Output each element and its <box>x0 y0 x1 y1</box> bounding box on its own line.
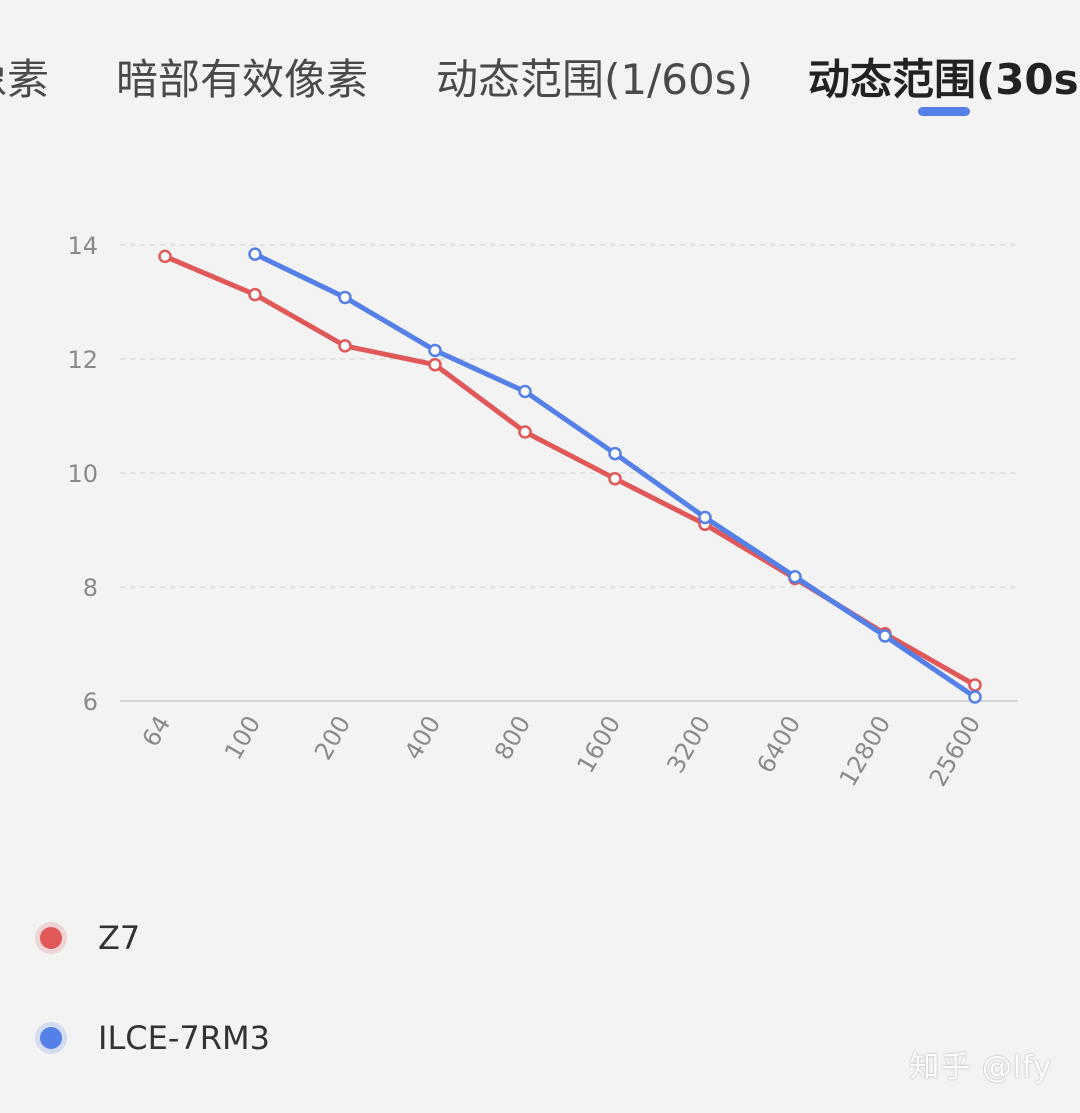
x-tick-label: 25600 <box>924 711 986 791</box>
tab-dynamic-range-30s[interactable]: 动态范围(30s) <box>808 55 1080 104</box>
x-tick-label: 800 <box>489 711 536 765</box>
x-tick-label: 3200 <box>661 711 716 778</box>
x-tick-label: 6400 <box>751 711 806 778</box>
y-tick-label: 12 <box>67 346 98 374</box>
y-tick-label: 8 <box>83 574 98 602</box>
x-tick-label: 12800 <box>834 711 896 791</box>
legend-label-ilce-7rm3: ILCE-7RM3 <box>98 1019 270 1057</box>
data-point-z7 <box>608 471 622 486</box>
data-point-ilce-7rm3 <box>608 446 622 461</box>
legend-item-z7[interactable]: Z7 <box>40 918 140 958</box>
tab-dynamic-range-1-60s[interactable]: 动态范围(1/60s) <box>436 55 753 104</box>
legend-dot-z7 <box>40 927 62 949</box>
legend-dot-ilce-7rm3 <box>40 1027 62 1049</box>
x-tick-label: 1600 <box>571 711 626 778</box>
series-line-z7 <box>162 253 978 688</box>
active-tab-indicator <box>918 107 970 116</box>
data-point-z7 <box>968 678 982 692</box>
data-point-ilce-7rm3 <box>338 290 352 305</box>
data-point-ilce-7rm3 <box>518 384 532 399</box>
data-point-ilce-7rm3 <box>878 629 892 643</box>
watermark: 知乎 @lfy <box>909 1050 1052 1085</box>
data-point-z7 <box>248 287 262 302</box>
data-point-ilce-7rm3 <box>968 690 982 704</box>
x-tick-label: 200 <box>309 711 356 765</box>
line-chart: 6 8 10 12 14 64 100 200 400 800 1600 3200 6400 12800 2… <box>67 232 1018 791</box>
legend-label-z7: Z7 <box>98 919 141 957</box>
data-point-ilce-7rm3 <box>698 510 712 525</box>
tab-pixels[interactable]: 像素 <box>0 55 50 104</box>
x-tick-label: 400 <box>399 711 446 765</box>
x-tick-label: 100 <box>219 711 266 765</box>
y-tick-label: 14 <box>67 232 98 260</box>
data-point-ilce-7rm3 <box>248 247 262 261</box>
data-point-z7 <box>338 339 352 353</box>
tab-dark-effective-pixels[interactable]: 暗部有效像素 <box>116 55 369 104</box>
data-point-z7 <box>158 249 172 264</box>
data-point-ilce-7rm3 <box>788 569 802 584</box>
legend-item-ilce-7rm3[interactable]: ILCE-7RM3 <box>40 1018 270 1058</box>
tab-bar: 像素 暗部有效像素 动态范围(1/60s) 动态范围(30s) <box>0 40 1080 130</box>
y-tick-label: 10 <box>67 460 98 488</box>
data-point-z7 <box>518 425 532 439</box>
y-tick-label: 6 <box>83 688 98 716</box>
x-tick-label: 64 <box>137 711 177 751</box>
data-point-ilce-7rm3 <box>428 343 442 358</box>
data-point-z7 <box>428 357 442 372</box>
